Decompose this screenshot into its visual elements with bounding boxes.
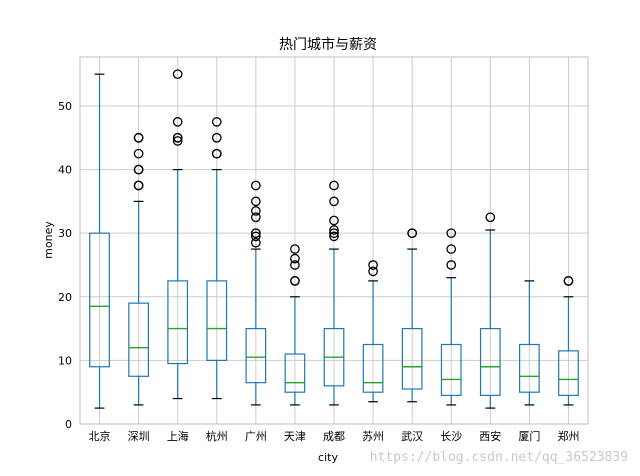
tick-layer: 0 10 20 30 40 50 北京 深圳 上海 杭州 广州 天津 成都 苏州 武汉 长沙 西安 厦门 郑州 <box>58 100 579 443</box>
outlier-point <box>250 237 261 248</box>
box-iqr <box>128 302 149 377</box>
box-iqr <box>479 327 501 396</box>
outlier-point <box>250 196 261 207</box>
box-iqr <box>519 343 540 393</box>
x-tick-label: 上海 <box>167 429 189 443</box>
y-tick-label: 20 <box>58 291 72 304</box>
x-axis-label: city <box>318 451 338 464</box>
outlier-point <box>250 231 261 242</box>
box-group <box>479 212 501 409</box>
outlier-point <box>485 212 496 223</box>
outlier-point <box>329 196 339 207</box>
outlier-point <box>172 136 183 146</box>
chart-title: 热门城市与薪资 <box>279 36 377 53</box>
outlier-point <box>133 180 144 191</box>
y-tick-label: 10 <box>58 354 72 367</box>
box-group <box>284 244 306 406</box>
outlier-point <box>250 212 261 223</box>
box-group <box>519 280 540 406</box>
box-group <box>167 69 189 400</box>
box-group <box>440 228 462 406</box>
outlier-point <box>329 231 339 242</box>
x-tick-label: 西安 <box>479 429 501 443</box>
outlier-point <box>368 266 378 277</box>
x-tick-label: 武汉 <box>401 430 423 443</box>
y-tick-label: 40 <box>58 164 72 177</box>
outlier-point <box>133 164 144 175</box>
outlier-point <box>290 253 300 264</box>
box-iqr <box>206 280 228 361</box>
outlier-point <box>250 180 261 191</box>
y-tick-label: 0 <box>65 418 72 431</box>
outlier-point <box>329 228 339 239</box>
x-tick-label: 北京 <box>89 429 111 443</box>
outlier-point <box>172 132 183 143</box>
outlier-point <box>446 260 457 270</box>
outlier-point <box>407 228 418 239</box>
box-group <box>362 260 384 403</box>
outlier-point <box>211 148 222 159</box>
x-tick-label: 苏州 <box>362 430 384 443</box>
box-group <box>206 117 228 400</box>
outlier-point <box>368 260 378 270</box>
x-tick-label: 郑州 <box>557 429 579 443</box>
box-iqr <box>284 353 306 393</box>
outlier-point <box>446 228 457 239</box>
outlier-point <box>446 244 457 254</box>
box-group <box>128 132 149 406</box>
box-iqr <box>245 327 267 384</box>
outlier-point <box>329 180 339 191</box>
y-axis-label: money <box>42 221 55 259</box>
outlier-point <box>250 206 261 216</box>
outlier-point <box>133 148 144 159</box>
y-tick-label: 50 <box>58 100 72 113</box>
outlier-point <box>290 276 300 286</box>
outlier-point <box>211 117 222 127</box>
outlier-point <box>133 132 144 143</box>
outlier-point <box>329 215 339 226</box>
box-group <box>323 180 345 406</box>
x-tick-label: 厦门 <box>518 429 540 443</box>
plot-frame <box>79 56 589 425</box>
box-group <box>89 73 110 409</box>
x-tick-label: 广州 <box>245 430 267 443</box>
y-tick-label: 30 <box>58 227 72 240</box>
outlier-point <box>563 276 574 286</box>
box-iqr <box>362 343 384 393</box>
outlier-point <box>290 260 300 270</box>
x-tick-label: 深圳 <box>128 430 150 443</box>
box-group <box>401 228 423 403</box>
box-iqr <box>89 232 110 368</box>
x-tick-label: 长沙 <box>440 430 462 443</box>
watermark: https://blog.csdn.net/qq_36523839 <box>370 450 628 465</box>
x-tick-label: 天津 <box>284 430 306 443</box>
outlier-point <box>172 117 183 127</box>
outlier-point <box>329 225 339 235</box>
outlier-point <box>172 69 183 80</box>
x-tick-label: 杭州 <box>206 429 228 443</box>
outlier-point <box>250 228 261 239</box>
x-tick-label: 成都 <box>323 430 345 443</box>
box-group <box>245 180 267 406</box>
outlier-point <box>211 132 222 143</box>
box-iqr <box>167 280 189 365</box>
box-layer <box>89 69 579 409</box>
box-iqr <box>440 343 462 396</box>
box-iqr <box>558 350 579 396</box>
box-iqr <box>401 327 423 390</box>
outlier-point <box>290 244 300 254</box>
box-group <box>558 276 579 406</box>
